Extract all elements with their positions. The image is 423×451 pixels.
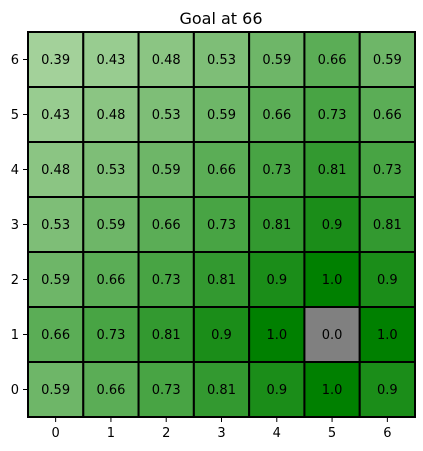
cell-value-label: 1.0 [266,328,287,343]
y-tick-label: 3 [11,218,19,233]
x-tick-label: 0 [51,426,59,441]
cell-value-label: 0.73 [373,163,402,178]
cell-value-label: 0.53 [41,218,70,233]
cell-value-label: 0.59 [96,218,125,233]
cell-value-label: 0.73 [152,273,181,288]
heatmap-cell [27,196,85,253]
heatmap-cell [248,86,306,143]
cell-value-label: 0.81 [318,163,347,178]
cell-value-label: 0.59 [41,383,70,398]
y-axis: 6 5 4 3 2 1 0 [11,53,28,398]
chart-title: Goal at 66 [179,9,262,28]
cell-value-label: 1.0 [322,273,343,288]
cell-value-label: 0.81 [207,273,236,288]
cell-value-label: 0.9 [377,273,398,288]
cell-value-label: 0.73 [318,108,347,123]
heatmap-cells: 0.39 0.43 0.48 0.53 0.59 0.66 0.59 0.43 0.48 0.53… [27,31,416,418]
heatmap-cell [137,251,195,308]
heatmap-cell [358,306,416,363]
y-tick-label: 0 [11,383,19,398]
y-tick-label: 6 [11,53,19,68]
cell-value-label: 0.66 [373,108,402,123]
cell-value-label: 0.53 [96,163,125,178]
heatmap-cell [82,306,140,363]
heatmap-cell [137,86,195,143]
cell-value-label: 0.48 [152,53,181,68]
cell-value-label: 0.66 [96,273,125,288]
cell-value-label: 0.9 [377,383,398,398]
cell-value-label: 0.81 [207,383,236,398]
cell-value-label: 0.53 [207,53,236,68]
heatmap-cell [82,141,140,198]
heatmap-cell [192,361,251,418]
cell-value-label: 0.9 [211,328,232,343]
heatmap-cell [358,86,416,143]
cell-value-label: 0.73 [207,218,236,233]
cell-value-label: 0.48 [96,108,125,123]
heatmap-cell [303,141,361,198]
cell-value-label: 0.9 [266,383,287,398]
cell-value-label: 0.73 [96,328,125,343]
cell-value-label: 0.73 [152,383,181,398]
cell-value-label: 0.66 [41,328,70,343]
heatmap-cell [303,31,361,88]
cell-value-label: 0.9 [266,273,287,288]
cell-value-label: 0.81 [152,328,181,343]
cell-value-label: 0.66 [96,383,125,398]
cell-value-label: 0.43 [96,53,125,68]
heatmap-cell [82,196,140,253]
heatmap-cell [303,196,361,253]
y-tick-label: 4 [11,163,19,178]
cell-value-label: 0.59 [207,108,236,123]
y-tick-label: 5 [11,108,19,123]
heatmap-cell [358,141,416,198]
cell-value-label: 0.66 [207,163,236,178]
heatmap-cell [248,141,306,198]
x-tick-label: 1 [107,426,115,441]
cell-value-label: 1.0 [377,328,398,343]
cell-value-label: 0.39 [41,53,70,68]
cell-value-label: 0.59 [41,273,70,288]
y-tick-label: 1 [11,328,19,343]
cell-value-label: 0.0 [322,328,343,343]
cell-value-label: 0.66 [262,108,291,123]
heatmap-cell [303,361,361,418]
cell-value-label: 0.43 [41,108,70,123]
heatmap-cell [27,251,85,308]
cell-value-label: 0.9 [322,218,343,233]
cell-value-label: 0.66 [152,218,181,233]
cell-value-label: 0.53 [152,108,181,123]
plot-frame [27,31,416,418]
cell-value-label: 0.59 [373,53,402,68]
cell-value-label: 0.48 [41,163,70,178]
heatmap-cell [137,141,195,198]
x-tick-label: 3 [217,426,225,441]
heatmap-cell [358,361,416,418]
cell-value-label: 1.0 [322,383,343,398]
cell-value-label: 0.81 [373,218,402,233]
cell-value-label: 0.59 [152,163,181,178]
x-tick-label: 5 [328,426,336,441]
x-axis: 0 1 2 3 4 5 6 [51,417,392,441]
x-tick-label: 4 [273,426,281,441]
x-tick-label: 2 [162,426,170,441]
cell-value-label: 0.59 [262,53,291,68]
heatmap-cell [137,361,195,418]
y-tick-label: 2 [11,273,19,288]
cell-value-label: 0.73 [262,163,291,178]
heatmap-cell [27,306,85,363]
cell-value-label: 0.66 [318,53,347,68]
cell-value-label: 0.81 [262,218,291,233]
x-tick-label: 6 [383,426,391,441]
